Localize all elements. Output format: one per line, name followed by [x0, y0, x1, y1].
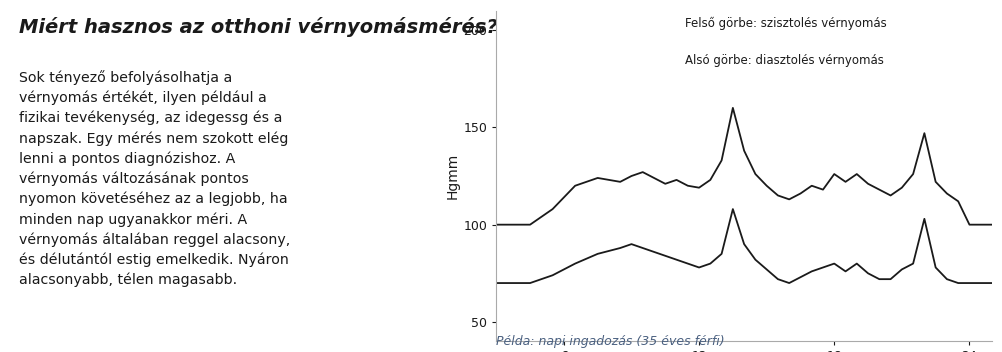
Y-axis label: Hgmm: Hgmm — [445, 153, 459, 199]
Text: Sok tényező befolyásolhatja a
vérnyomás értékét, ilyen például a
fizikai tevéken: Sok tényező befolyásolhatja a vérnyomás … — [19, 70, 291, 288]
Text: Felső görbe: szisztolés vérnyomás: Felső görbe: szisztolés vérnyomás — [684, 17, 887, 30]
Text: Példa: napi ingadozás (35 éves férfi): Példa: napi ingadozás (35 éves férfi) — [496, 335, 724, 348]
Text: Alsó görbe: diasztolés vérnyomás: Alsó görbe: diasztolés vérnyomás — [684, 54, 884, 67]
Text: Miért hasznos az otthoni vérnyomásmérés?: Miért hasznos az otthoni vérnyomásmérés? — [19, 17, 498, 37]
